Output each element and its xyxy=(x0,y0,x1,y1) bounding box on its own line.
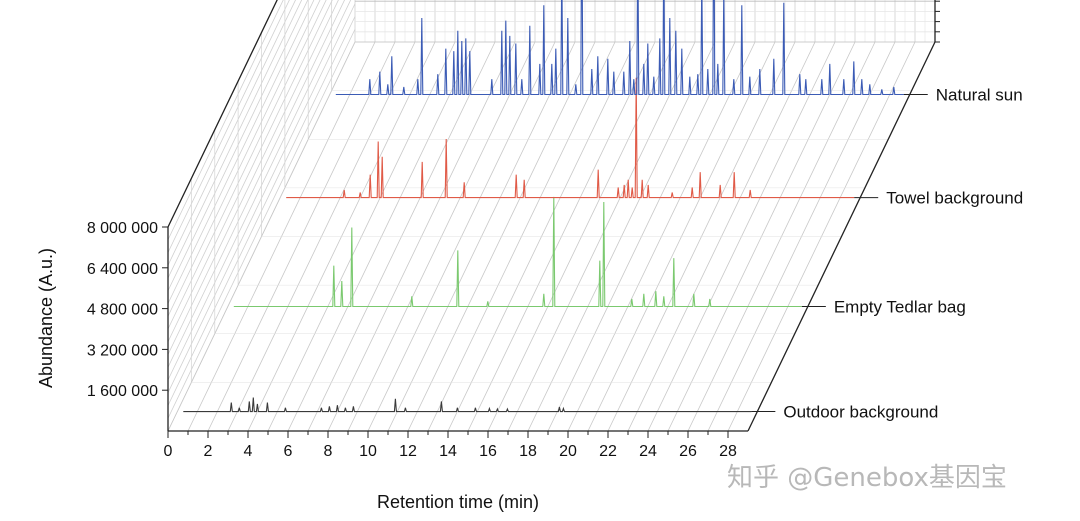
x-tick-label: 8 xyxy=(324,443,333,460)
series-line xyxy=(183,397,752,413)
x-tick-label: 18 xyxy=(519,443,537,460)
x-tick-label: 0 xyxy=(164,443,173,460)
x-axis-title: Retention time (min) xyxy=(377,492,539,512)
chart-labels: Outdoor background Empty Tedlar bag Towel … xyxy=(783,86,1023,422)
x-tick-label: 26 xyxy=(679,443,697,460)
chart-frame xyxy=(167,0,940,432)
x-tick-label: 14 xyxy=(439,443,457,460)
y-tick-label: 1 600 000 xyxy=(87,383,158,400)
series-label: Natural sun xyxy=(936,86,1023,105)
x-tick-label: 6 xyxy=(284,443,293,460)
frame-edge xyxy=(747,41,936,432)
x-tick-label: 28 xyxy=(719,443,737,460)
chart-traces xyxy=(183,0,928,413)
series-label: Outdoor background xyxy=(783,403,938,422)
y-tick-label: 6 400 000 xyxy=(87,261,158,278)
series-line xyxy=(335,0,904,96)
series-line xyxy=(286,77,855,199)
x-tick-label: 24 xyxy=(639,443,657,460)
y-tick-label: 4 800 000 xyxy=(87,302,158,319)
y-axis-title: Abundance (A.u.) xyxy=(36,248,56,388)
x-tick-label: 22 xyxy=(599,443,617,460)
y-tick-label: 3 200 000 xyxy=(87,342,158,359)
x-tick-label: 16 xyxy=(479,443,497,460)
x-tick-label: 4 xyxy=(244,443,253,460)
x-tick-label: 12 xyxy=(399,443,417,460)
series-label: Empty Tedlar bag xyxy=(834,298,966,317)
chart-grid xyxy=(167,0,936,432)
x-tick-label: 2 xyxy=(204,443,213,460)
series-line xyxy=(233,196,802,308)
y-tick-label: 8 000 000 xyxy=(87,220,158,237)
watermark-text: 知乎 @Genebox基因宝 xyxy=(727,463,1007,493)
series-label: Towel background xyxy=(886,189,1023,208)
x-tick-label: 20 xyxy=(559,443,577,460)
x-tick-label: 10 xyxy=(359,443,377,460)
frame-edge xyxy=(167,0,278,228)
